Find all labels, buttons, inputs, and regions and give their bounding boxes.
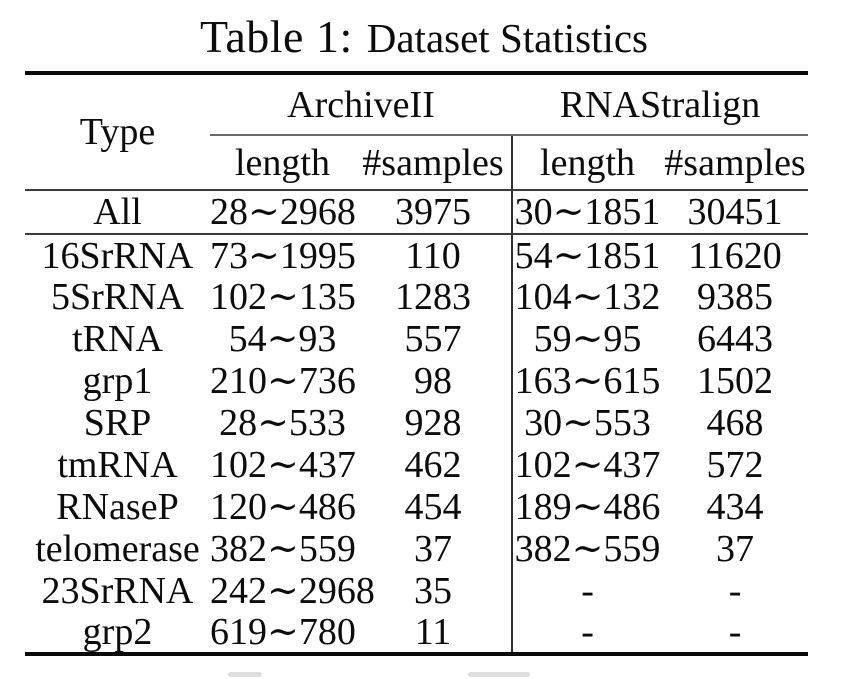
rnastralign-length-header: length xyxy=(512,135,663,191)
archiveii-samples-header: #samples xyxy=(355,135,514,191)
cell-rnastralign-samples: 572 xyxy=(706,444,764,486)
group-header-row: Type ArchiveII RNAStralign xyxy=(25,73,809,191)
table-caption-text: Dataset Statistics xyxy=(366,15,649,61)
cell-archiveii-length: 242∼2968 xyxy=(210,570,375,612)
dataset-statistics-table: Type ArchiveII RNAStralign length #sampl… xyxy=(25,71,809,656)
cell-archiveii-samples: 3975 xyxy=(355,190,514,235)
type-column-header: Type xyxy=(25,73,210,191)
cell-archiveii-length: 102∼135 xyxy=(210,276,356,318)
cell-rnastralign-length: 30∼553 xyxy=(524,402,651,444)
cell-archiveii-length: 382∼559 xyxy=(210,528,356,570)
cut-off-text-artifact xyxy=(0,672,848,679)
cell-archiveii-samples: 1283 xyxy=(355,276,514,318)
row-type: All xyxy=(25,190,210,235)
sub-header-row: length #samples length #samples xyxy=(25,135,809,191)
cell-rnastralign-samples: 37 xyxy=(716,528,755,570)
table-row: telomerase 382∼559 37 382∼559 37 xyxy=(25,528,808,570)
table-row: tmRNA 102∼437 462 102∼437 572 xyxy=(25,444,808,486)
cell-rnastralign-length: - xyxy=(581,611,594,653)
cell-rnastralign-length: 382∼559 xyxy=(514,528,661,570)
cell-archiveii-samples: 462 xyxy=(355,444,514,486)
cell-archiveii-length: 28∼2968 xyxy=(210,190,356,235)
table-row: grp1 210∼736 98 163∼615 1502 xyxy=(25,360,808,402)
cell-archiveii-length: 619∼780 xyxy=(210,611,356,653)
cell-rnastralign-samples: 1502 xyxy=(697,360,774,402)
table-row: RNaseP 120∼486 454 189∼486 434 xyxy=(25,486,808,528)
cell-rnastralign-samples: 30451 xyxy=(662,190,809,235)
cell-rnastralign-length: 163∼615 xyxy=(514,360,661,402)
table-row: tRNA 54∼93 557 59∼95 6443 xyxy=(25,318,808,360)
archiveii-group-header: ArchiveII xyxy=(210,73,513,136)
table-number: Table 1: xyxy=(199,11,353,62)
cell-rnastralign-length: 189∼486 xyxy=(514,486,661,528)
cell-rnastralign-length: 104∼132 xyxy=(514,276,661,318)
cell-archiveii-samples: 37 xyxy=(355,528,514,570)
table-row: SRP 28∼533 928 30∼553 468 xyxy=(25,402,808,444)
table-row: 5SrRNA 102∼135 1283 104∼132 9385 xyxy=(25,276,808,318)
cell-archiveii-length: 73∼1995 xyxy=(210,234,356,277)
row-type: tmRNA xyxy=(57,444,178,486)
archiveii-length-header: length xyxy=(210,135,355,191)
cell-archiveii-length: 210∼736 xyxy=(210,360,356,402)
cell-rnastralign-samples: 9385 xyxy=(697,276,774,318)
cell-archiveii-samples: 110 xyxy=(355,234,514,276)
cell-archiveii-length: 120∼486 xyxy=(210,486,356,528)
rnastralign-group-header: RNAStralign xyxy=(512,73,809,136)
cell-rnastralign-length: 30∼1851 xyxy=(512,190,663,235)
table-row: 16SrRNA 73∼1995 110 54∼1851 11620 xyxy=(25,234,808,276)
cell-archiveii-samples: 98 xyxy=(355,360,514,402)
cell-rnastralign-samples: - xyxy=(728,611,742,653)
row-type: 5SrRNA xyxy=(50,276,185,318)
cell-rnastralign-samples: - xyxy=(728,570,742,612)
cell-archiveii-samples: 928 xyxy=(355,402,514,444)
cell-rnastralign-length: 59∼95 xyxy=(533,318,642,360)
cell-rnastralign-samples: 11620 xyxy=(688,234,782,277)
row-type: grp2 xyxy=(82,611,153,653)
row-type: tRNA xyxy=(72,318,163,360)
row-type: telomerase xyxy=(35,528,200,570)
cell-rnastralign-samples: 6443 xyxy=(697,318,774,360)
table-caption: Table 1: Dataset Statistics xyxy=(0,10,848,63)
cell-archiveii-samples: 557 xyxy=(355,318,514,360)
cell-rnastralign-samples: 468 xyxy=(706,402,764,444)
row-type: RNaseP xyxy=(56,486,179,528)
cell-rnastralign-length: - xyxy=(581,570,594,612)
row-type: 23SrRNA xyxy=(41,570,194,612)
rnastralign-samples-header: #samples xyxy=(662,135,809,191)
table-row: All 28∼2968 3975 30∼1851 30451 xyxy=(25,190,809,235)
cell-rnastralign-length: 54∼1851 xyxy=(514,234,661,277)
cell-archiveii-samples: 35 xyxy=(355,570,514,612)
row-type: 16SrRNA xyxy=(41,234,194,277)
cell-rnastralign-samples: 434 xyxy=(706,486,764,528)
cell-archiveii-samples: 454 xyxy=(355,486,514,528)
cell-archiveii-samples: 11 xyxy=(355,612,514,654)
table-row: grp2 619∼780 11 - - xyxy=(25,612,808,654)
cell-archiveii-length: 54∼93 xyxy=(228,318,337,360)
table-row: 23SrRNA 242∼2968 35 - - xyxy=(25,570,808,612)
row-type: grp1 xyxy=(82,360,153,402)
cell-archiveii-length: 28∼533 xyxy=(219,402,346,444)
cell-archiveii-length: 102∼437 xyxy=(210,444,356,486)
row-type: SRP xyxy=(83,402,152,444)
cell-rnastralign-length: 102∼437 xyxy=(514,444,661,486)
